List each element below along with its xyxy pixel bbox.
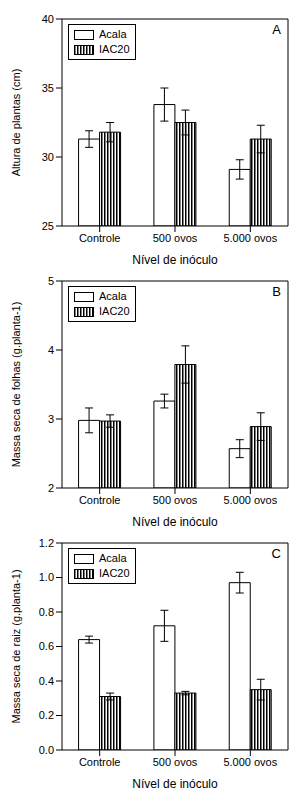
svg-text:3: 3 (48, 413, 54, 425)
svg-text:0.4: 0.4 (39, 675, 54, 687)
html-text:Acala: Acala (99, 28, 127, 40)
svg-text:Controle: Controle (79, 756, 121, 768)
svg-text:500 ovos: 500 ovos (153, 494, 198, 506)
html-text:B: B (272, 284, 281, 299)
svg-text:Nível de inóculo: Nível de inóculo (132, 253, 218, 267)
html-text:IAC20: IAC20 (99, 305, 130, 317)
svg-text:5.000 ovos: 5.000 ovos (223, 756, 277, 768)
svg-text:0.6: 0.6 (39, 640, 54, 652)
svg-text:500 ovos: 500 ovos (153, 756, 198, 768)
html-text:IAC20: IAC20 (99, 43, 130, 55)
svg-text:0.8: 0.8 (39, 606, 54, 618)
svg-text:500 ovos: 500 ovos (153, 232, 198, 244)
svg-text:0.0: 0.0 (39, 744, 54, 756)
svg-text:Nível de inóculo: Nível de inóculo (132, 515, 218, 529)
svg-text:5: 5 (48, 275, 54, 287)
svg-text:2: 2 (48, 482, 54, 494)
svg-text:Nível de inóculo: Nível de inóculo (132, 777, 218, 791)
html-text:Acala: Acala (99, 290, 127, 302)
html-text:A: A (272, 22, 281, 37)
svg-text:1.2: 1.2 (39, 537, 54, 549)
svg-text:4: 4 (48, 344, 54, 356)
svg-text:40: 40 (42, 13, 54, 25)
html-text:IAC20: IAC20 (99, 567, 130, 579)
svg-text:0.2: 0.2 (39, 709, 54, 721)
svg-text:5.000 ovos: 5.000 ovos (223, 232, 277, 244)
svg-text:Massa seca de folhas (g.planta: Massa seca de folhas (g.planta-1) (10, 302, 22, 468)
svg-text:Controle: Controle (79, 494, 121, 506)
svg-text:Altura de plantas (cm): Altura de plantas (cm) (10, 69, 22, 177)
svg-text:Massa seca de raiz (g.planta-1: Massa seca de raiz (g.planta-1) (10, 569, 22, 723)
svg-text:1.0: 1.0 (39, 571, 54, 583)
html-text:C: C (271, 546, 281, 561)
svg-text:35: 35 (42, 82, 54, 94)
svg-text:5.000 ovos: 5.000 ovos (223, 494, 277, 506)
svg-text:30: 30 (42, 151, 54, 163)
svg-text:25: 25 (42, 220, 54, 232)
html-text:Acala: Acala (99, 552, 127, 564)
svg-text:Controle: Controle (79, 232, 121, 244)
